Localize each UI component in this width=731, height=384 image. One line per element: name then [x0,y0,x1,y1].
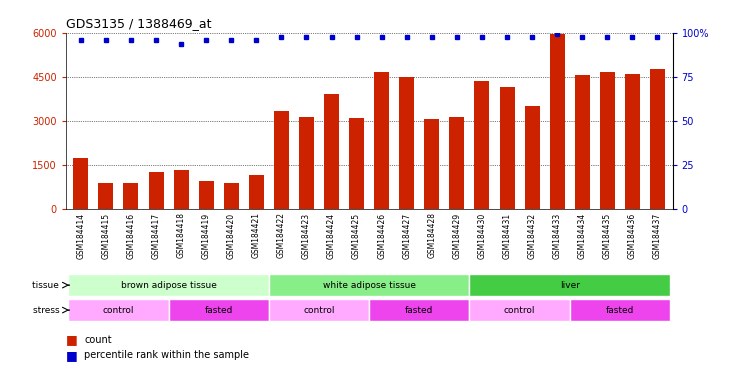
Bar [469,274,670,296]
Bar [600,73,615,209]
Bar [499,87,515,209]
Bar [575,75,590,209]
Text: GSM184418: GSM184418 [177,212,186,258]
Bar [249,175,264,209]
Text: GSM184429: GSM184429 [452,212,461,258]
Text: GSM184430: GSM184430 [477,212,486,259]
Bar [525,106,539,209]
Text: fasted: fasted [405,306,433,314]
Bar [224,183,239,209]
Bar [474,81,490,209]
Text: GSM184427: GSM184427 [402,212,412,258]
Bar [569,299,670,321]
Bar [374,73,389,209]
Bar [399,77,414,209]
Text: ■: ■ [66,349,82,362]
Text: GSM184431: GSM184431 [502,212,512,258]
Text: GSM184428: GSM184428 [428,212,436,258]
Text: liver: liver [560,281,580,290]
Bar [469,299,569,321]
Text: ■: ■ [66,333,82,346]
Text: control: control [504,306,535,314]
Text: GSM184415: GSM184415 [102,212,110,258]
Bar [424,119,439,209]
Bar [148,172,164,209]
Text: GSM184433: GSM184433 [553,212,561,259]
Bar [324,94,339,209]
Text: GSM184435: GSM184435 [603,212,612,259]
Bar [124,183,138,209]
Bar [173,170,189,209]
Bar [68,274,269,296]
Bar [99,183,113,209]
Text: GSM184417: GSM184417 [151,212,161,258]
Text: GSM184423: GSM184423 [302,212,311,258]
Bar [169,299,269,321]
Text: GSM184414: GSM184414 [76,212,86,258]
Text: GSM184416: GSM184416 [126,212,135,258]
Bar [550,34,565,209]
Text: GDS3135 / 1388469_at: GDS3135 / 1388469_at [66,17,211,30]
Bar [650,70,665,209]
Text: GSM184426: GSM184426 [377,212,386,258]
Text: white adipose tissue: white adipose tissue [322,281,416,290]
Text: GSM184425: GSM184425 [352,212,361,258]
Bar [269,274,469,296]
Bar [369,299,469,321]
Text: GSM184420: GSM184420 [227,212,236,258]
Bar [450,117,464,209]
Text: GSM184424: GSM184424 [327,212,336,258]
Text: fasted: fasted [205,306,233,314]
Text: fasted: fasted [606,306,634,314]
Text: control: control [303,306,335,314]
Text: brown adipose tissue: brown adipose tissue [121,281,216,290]
Bar [199,181,213,209]
Text: tissue: tissue [32,281,62,290]
Text: GSM184422: GSM184422 [277,212,286,258]
Bar [299,117,314,209]
Text: control: control [102,306,135,314]
Bar [274,111,289,209]
Bar [269,299,369,321]
Text: count: count [84,335,112,345]
Text: stress: stress [33,306,62,314]
Text: GSM184437: GSM184437 [653,212,662,259]
Bar [68,299,169,321]
Text: GSM184436: GSM184436 [628,212,637,259]
Text: GSM184419: GSM184419 [202,212,211,258]
Text: GSM184434: GSM184434 [577,212,587,259]
Bar [349,118,364,209]
Text: GSM184421: GSM184421 [252,212,261,258]
Bar [73,158,88,209]
Text: GSM184432: GSM184432 [528,212,537,258]
Bar [625,74,640,209]
Text: percentile rank within the sample: percentile rank within the sample [84,350,249,360]
